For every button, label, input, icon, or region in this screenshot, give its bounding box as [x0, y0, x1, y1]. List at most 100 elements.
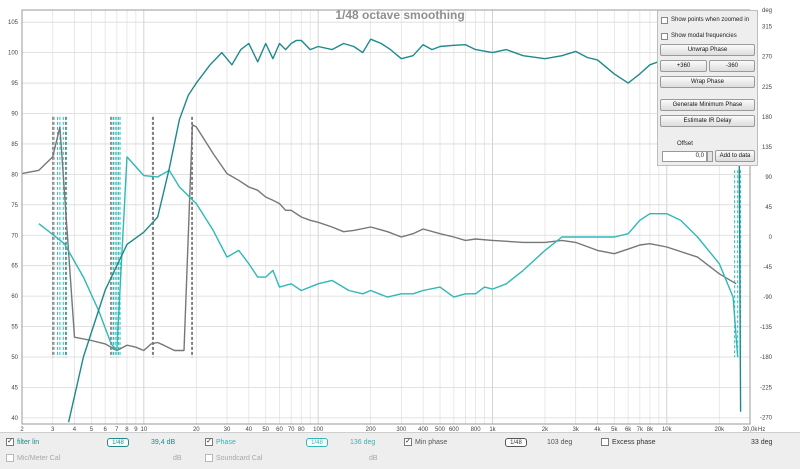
- filter-lin-line: [67, 38, 742, 423]
- show-points-checkbox[interactable]: [661, 16, 668, 24]
- add-to-data-button[interactable]: Add to data: [715, 150, 755, 162]
- y-right-tick-label: 270: [762, 55, 773, 61]
- wrap-phase-button[interactable]: Wrap Phase: [660, 76, 755, 88]
- x-tick-label: 800: [471, 427, 482, 432]
- x-tick-label: 3k: [573, 427, 580, 432]
- y-left-tick-label: 105: [8, 20, 19, 26]
- x-tick-label: 80: [298, 427, 305, 432]
- y-left-tick-label: 100: [8, 51, 19, 57]
- x-tick-label: 5: [90, 427, 94, 432]
- filter-lin-checkbox[interactable]: ✓: [6, 438, 14, 446]
- mic-meter-cal-label: Mic/Meter Cal: [17, 454, 61, 462]
- y-right-tick-label: 0: [769, 235, 773, 241]
- y-right-tick-label: 90: [765, 175, 772, 181]
- x-tick-label: 8: [125, 427, 129, 432]
- y-left-tick-label: 75: [11, 203, 18, 209]
- x-tick-label: 4k: [594, 427, 601, 432]
- legend-soundcard-cal[interactable]: Soundcard Cal: [205, 454, 262, 462]
- legend-min-phase[interactable]: ✓ Min phase: [404, 438, 447, 446]
- x-tick-label: 7: [115, 427, 119, 432]
- y-right-tick-label: 315: [762, 25, 773, 31]
- x-tick-label: 70: [288, 427, 295, 432]
- unwrap-phase-button[interactable]: Unwrap Phase: [660, 44, 755, 56]
- phase-smoothing-icon[interactable]: 1/48: [306, 438, 328, 447]
- soundcard-cal-unit: dB: [369, 455, 378, 462]
- offset-label: Offset: [677, 141, 693, 147]
- chart-title: 1/48 octave smoothing: [335, 8, 464, 22]
- x-tick-label: 3: [51, 427, 55, 432]
- x-tick-label: 30,0k: [743, 427, 759, 432]
- x-tick-label: 50: [262, 427, 269, 432]
- phase-checkbox[interactable]: ✓: [205, 438, 213, 446]
- excess-phase-label: Excess phase: [612, 438, 656, 446]
- minus-360-button[interactable]: -360: [709, 60, 755, 72]
- phase-value: 136 deg: [350, 439, 376, 446]
- y-left-tick-label: 85: [11, 142, 18, 148]
- x-tick-label: 2: [20, 427, 24, 432]
- y-left-tick-label: 45: [11, 385, 18, 391]
- series-group: [21, 38, 742, 423]
- x-tick-label: 300: [396, 427, 407, 432]
- offset-spinner[interactable]: [707, 151, 713, 162]
- min-phase-checkbox[interactable]: ✓: [404, 438, 412, 446]
- x-tick-label: 5k: [611, 427, 618, 432]
- show-modal-checkbox[interactable]: [661, 32, 668, 40]
- y-left-tick-label: 60: [11, 294, 18, 300]
- x-tick-label: 4: [73, 427, 77, 432]
- x-tick-label: 10: [141, 427, 148, 432]
- filter-lin-label: filter lin: [17, 438, 40, 446]
- x-unit-label: Hz: [758, 427, 765, 432]
- y-left-tick-label: 55: [11, 325, 18, 331]
- legend-excess-phase[interactable]: Excess phase: [601, 438, 656, 446]
- y-right-tick-label: 45: [765, 205, 772, 211]
- x-tick-label: 6: [104, 427, 108, 432]
- x-tick-label: 10k: [662, 427, 673, 432]
- y-left-tick-label: 90: [11, 112, 18, 118]
- y-left-tick-label: 65: [11, 264, 18, 270]
- offset-input[interactable]: 0,0: [662, 151, 707, 162]
- x-tick-label: 7k: [637, 427, 644, 432]
- plus-360-button[interactable]: +360: [660, 60, 707, 72]
- min-phase-value: 103 deg: [547, 439, 573, 446]
- x-tick-label: 200: [366, 427, 377, 432]
- x-tick-label: 60: [276, 427, 283, 432]
- y-right-unit-label: deg: [762, 8, 772, 14]
- y-right-tick-label: 180: [762, 115, 773, 121]
- show-points-label: Show points when zoomed in: [671, 17, 750, 23]
- legend-phase[interactable]: ✓ Phase: [205, 438, 236, 446]
- y-right-tick-label: -225: [760, 385, 773, 391]
- soundcard-cal-checkbox[interactable]: [205, 454, 213, 462]
- grid: [21, 10, 751, 424]
- x-tick-label: 600: [449, 427, 460, 432]
- min-phase-smoothing-icon[interactable]: 1/48: [505, 438, 527, 447]
- y-right-tick-label: -90: [763, 295, 772, 301]
- phase-controls-panel: Show points when zoomed in Show modal fr…: [657, 10, 758, 166]
- y-left-tick-label: 70: [11, 233, 18, 239]
- x-tick-label: 2k: [542, 427, 549, 432]
- x-tick-label: 8k: [647, 427, 654, 432]
- x-tick-label: 40: [245, 427, 252, 432]
- plot-frame: [21, 9, 751, 425]
- excess-phase-value: 33 deg: [751, 439, 773, 446]
- filter-lin-value: 39,4 dB: [151, 439, 176, 446]
- generate-minimum-phase-button[interactable]: Generate Minimum Phase: [660, 99, 755, 111]
- mic-meter-cal-checkbox[interactable]: [6, 454, 14, 462]
- x-tick-label: 100: [313, 427, 324, 432]
- phase-label: Phase: [216, 438, 236, 446]
- y-right-tick-label: -45: [763, 265, 772, 271]
- filter-lin-smoothing-icon[interactable]: 1/48: [107, 438, 129, 447]
- y-right-tick-label: -270: [760, 415, 773, 421]
- x-tick-label: 9: [134, 427, 138, 432]
- y-right-tick-label: 135: [762, 145, 773, 151]
- estimate-ir-delay-button[interactable]: Estimate IR Delay: [660, 115, 755, 127]
- soundcard-cal-label: Soundcard Cal: [216, 454, 263, 462]
- y-left-tick-label: 40: [11, 416, 18, 422]
- show-modal-option[interactable]: Show modal frequencies: [661, 31, 737, 41]
- legend-filter-lin[interactable]: ✓ filter lin: [6, 438, 39, 446]
- x-tick-label: 20k: [714, 427, 725, 432]
- excess-phase-checkbox[interactable]: [601, 438, 609, 446]
- legend-mic-meter-cal[interactable]: Mic/Meter Cal: [6, 454, 60, 462]
- y-left-tick-label: 95: [11, 81, 18, 87]
- show-points-option[interactable]: Show points when zoomed in: [661, 15, 749, 25]
- x-tick-label: 400: [418, 427, 429, 432]
